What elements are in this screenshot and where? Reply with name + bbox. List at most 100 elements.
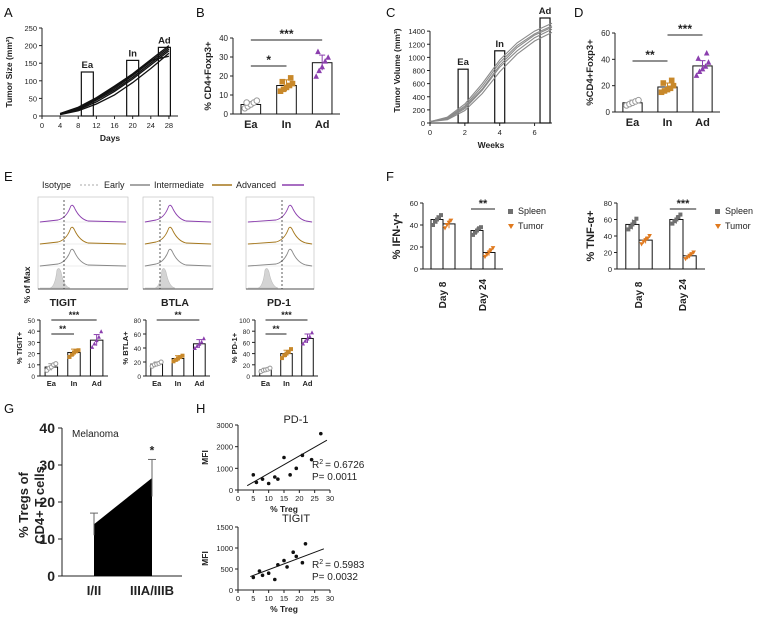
data-point-tumor xyxy=(689,252,694,257)
y-axis-label: % TIGIT+ xyxy=(15,331,24,364)
category-label-ea: Ea xyxy=(47,379,57,388)
data-point-spleen xyxy=(632,219,637,224)
histogram-label-pd1: PD-1 xyxy=(267,297,291,309)
panel-label-d: D xyxy=(574,5,583,20)
significance-stars: ** xyxy=(479,198,488,210)
panel-c-y-tick-label: 1400 xyxy=(408,27,425,36)
significance-stars: ** xyxy=(272,324,280,334)
legend-advanced-label: Advanced xyxy=(236,180,276,190)
significance-stars: * xyxy=(266,53,271,67)
scatter-point xyxy=(266,481,271,486)
data-point-spleen xyxy=(628,224,633,229)
series-line-m2 xyxy=(429,25,553,123)
stage-bar-ad xyxy=(539,17,551,124)
panel-y-tick-label: 0 xyxy=(229,486,233,495)
data-point-ad xyxy=(90,344,95,349)
legend-tumor-label-1: Tumor xyxy=(518,221,544,231)
panel-y-tick-label: 80 xyxy=(134,318,142,325)
category-label: Day 8 xyxy=(634,281,645,308)
panel-g-labels: Melanoma % Tregs of CD4+ T cells xyxy=(16,429,119,544)
x-tick-label: 30 xyxy=(326,594,334,603)
data-point-ad xyxy=(313,73,319,79)
data-point-ad xyxy=(195,343,200,348)
significance-stars: ** xyxy=(174,310,182,320)
histogram-y-label: % of Max xyxy=(22,266,32,303)
data-point-tumor xyxy=(647,234,652,239)
significance-stars: *** xyxy=(677,198,691,210)
data-point-ad xyxy=(702,63,709,69)
panel-y-tick-label: 500 xyxy=(220,565,233,574)
panel-y-tick-label: 40 xyxy=(243,352,251,359)
panel-c-y-tick-label: 0 xyxy=(421,119,425,128)
scatter-point xyxy=(288,473,292,477)
data-point-in xyxy=(661,88,668,94)
y-axis-label: MFI xyxy=(200,551,210,566)
panel-label-a: A xyxy=(4,5,13,20)
data-point-spleen xyxy=(475,228,479,233)
significance-stars: ** xyxy=(59,324,67,334)
panel-e-pd1-chart: 0 20 40 60 80 100 Ea In Ad ***** % PD-1+ xyxy=(230,310,318,388)
scatter-point xyxy=(294,554,299,559)
data-point-spleen xyxy=(439,213,443,218)
panel-c-y-tick-label: 200 xyxy=(412,106,425,115)
data-point-tumor xyxy=(685,255,690,260)
data-point-tumor xyxy=(442,226,448,231)
category-label-ea: Ea xyxy=(626,117,640,129)
r-squared-prefix: R xyxy=(312,560,319,571)
panel-a-y-tick-label: 100 xyxy=(24,77,37,86)
bar-tumor xyxy=(442,223,456,270)
x-tick-label: 10 xyxy=(264,494,272,503)
panel-y-tick-label: 2000 xyxy=(216,443,233,452)
scatter-point xyxy=(266,571,271,575)
data-point-tumor xyxy=(643,238,648,243)
x-tick-label: 15 xyxy=(280,594,288,603)
y-tick-label: 0 xyxy=(47,568,55,584)
data-point-in xyxy=(176,356,180,361)
y-axis-label: Tumor Volume (mm³) xyxy=(392,28,402,112)
data-point-tumor xyxy=(444,223,450,228)
bar-ad xyxy=(692,65,713,113)
x-tick-label: 24 xyxy=(147,121,155,130)
y-axis-label: %CD4+Foxp3+ xyxy=(585,39,596,106)
x-tick-label: 4 xyxy=(498,128,502,137)
series-line-m4 xyxy=(59,45,170,115)
data-point-in xyxy=(286,349,291,354)
stage-label-ad: Ad xyxy=(539,6,552,17)
scatter-point xyxy=(282,558,286,563)
panel-y-tick-label: 20 xyxy=(410,243,418,252)
panel-y-tick-label: 60 xyxy=(243,340,251,347)
category-label-in: In xyxy=(175,379,182,388)
stage-label-in: In xyxy=(128,48,137,59)
x-tick-label: 16 xyxy=(110,121,118,130)
panel-e-legend: Isotype Early Intermediate Advanced xyxy=(42,180,304,190)
panel-f-tnf-chart: 0 20 40 60 80 Day 8 Day 24 *** % TNF-α+ xyxy=(585,198,705,311)
significance-stars: *** xyxy=(678,22,692,36)
series-line-m3 xyxy=(59,52,170,116)
data-point-in xyxy=(280,356,284,361)
r-squared-annotation: R2 = 0.5983 xyxy=(312,559,365,571)
data-point-ad xyxy=(199,339,204,344)
y-tick-label: 20 xyxy=(39,494,55,510)
scatter-point xyxy=(251,473,256,477)
data-point-tumor xyxy=(488,248,494,253)
data-point-ad xyxy=(699,65,706,72)
scatter-title: PD-1 xyxy=(283,414,308,426)
significance-stars: *** xyxy=(69,310,80,320)
histogram-frame xyxy=(142,196,214,290)
x-tick-label: 10 xyxy=(264,594,272,603)
x-tick-label: 12 xyxy=(92,121,100,130)
histogram-curve xyxy=(144,248,212,267)
data-point-tumor xyxy=(486,250,492,255)
panel-a-y-tick-label: 0 xyxy=(33,112,37,121)
series-line-m6 xyxy=(59,55,170,115)
panel-g-chart: 0 10 20 30 40 I/II IIIA/IIIB * xyxy=(39,420,182,598)
panel-label-h: H xyxy=(196,401,205,416)
panel-y-tick-label: 1000 xyxy=(216,464,233,473)
category-label-ea: Ea xyxy=(244,119,258,131)
category-label-ad: Ad xyxy=(92,379,102,388)
data-point-ad xyxy=(99,329,104,334)
scatter-point xyxy=(260,573,265,578)
